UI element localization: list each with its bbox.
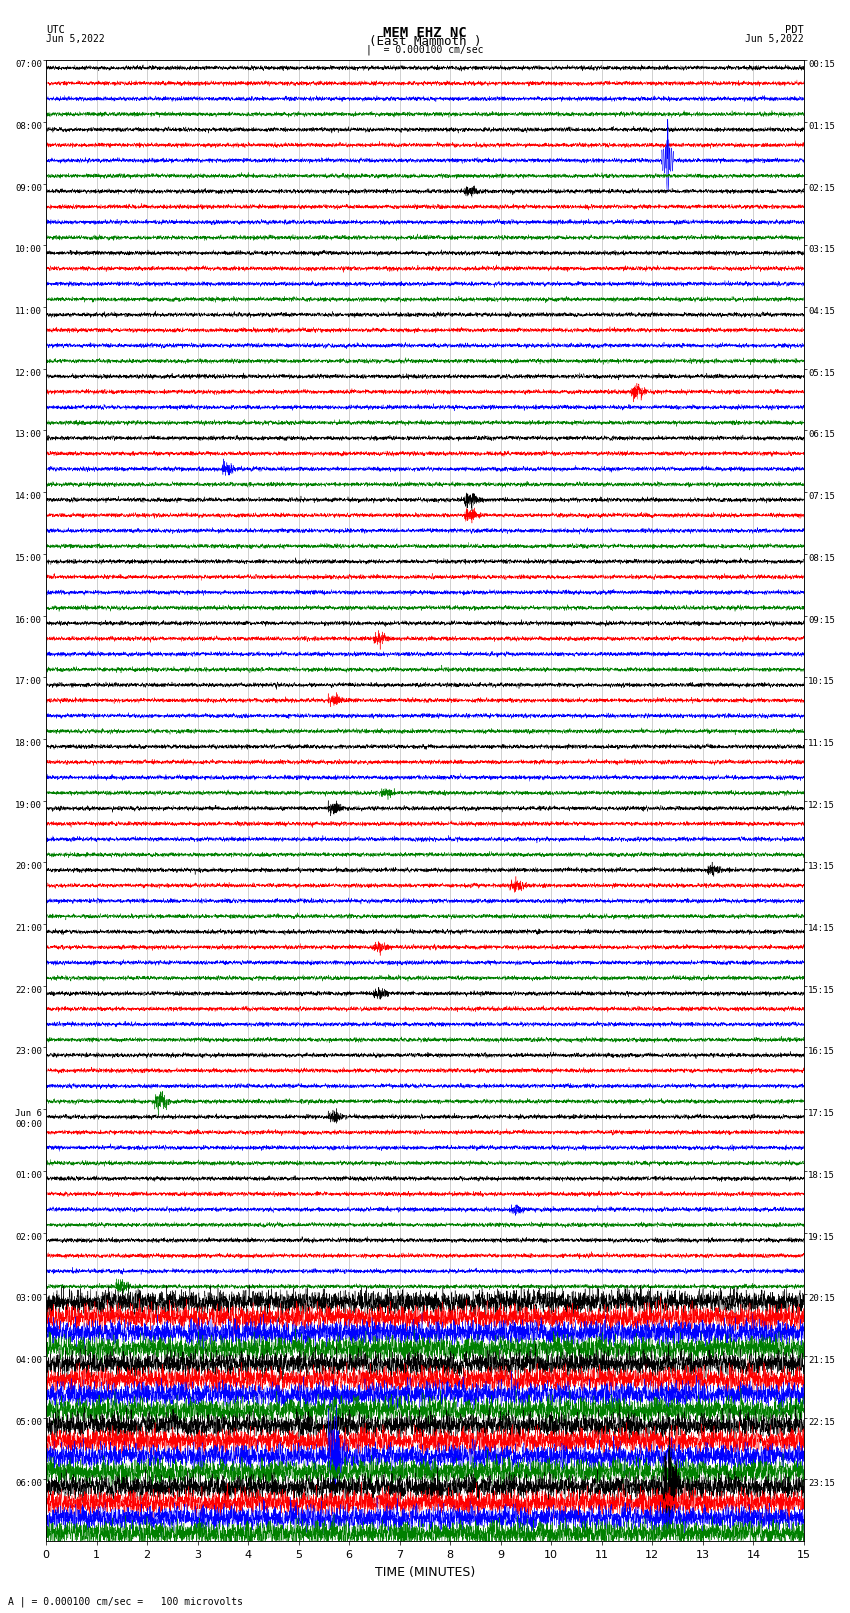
Text: A | = 0.000100 cm/sec =   100 microvolts: A | = 0.000100 cm/sec = 100 microvolts: [8, 1595, 243, 1607]
Text: UTC: UTC: [46, 26, 65, 35]
X-axis label: TIME (MINUTES): TIME (MINUTES): [375, 1566, 475, 1579]
Text: (East Mammoth ): (East Mammoth ): [369, 34, 481, 47]
Text: Jun 5,2022: Jun 5,2022: [46, 34, 105, 44]
Text: PDT: PDT: [785, 26, 804, 35]
Text: MEM EHZ NC: MEM EHZ NC: [383, 26, 467, 39]
Text: |  = 0.000100 cm/sec: | = 0.000100 cm/sec: [366, 44, 484, 55]
Text: Jun 5,2022: Jun 5,2022: [745, 34, 804, 44]
